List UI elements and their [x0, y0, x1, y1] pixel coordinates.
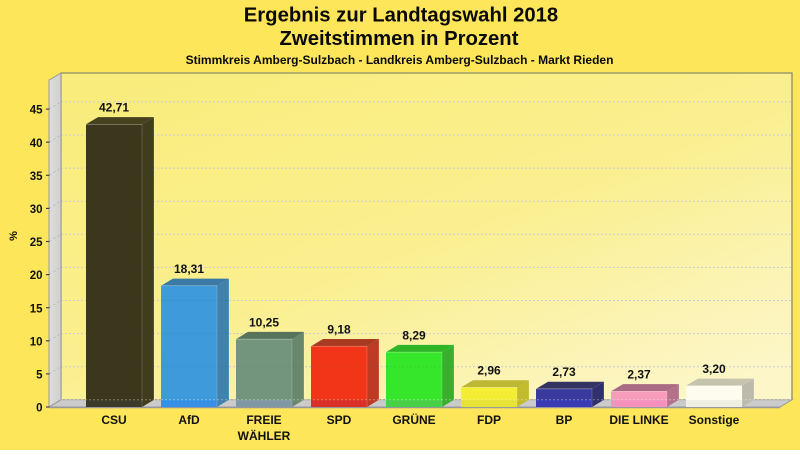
svg-text:BP: BP — [556, 413, 573, 427]
svg-text:5: 5 — [36, 370, 43, 382]
svg-text:Stimmkreis Amberg-Sulzbach - L: Stimmkreis Amberg-Sulzbach - Landkreis A… — [186, 53, 614, 67]
svg-text:45: 45 — [30, 105, 43, 117]
svg-text:WÄHLER: WÄHLER — [238, 428, 291, 443]
svg-text:SPD: SPD — [327, 413, 352, 427]
svg-text:20: 20 — [30, 270, 43, 282]
svg-text:FDP: FDP — [477, 413, 501, 427]
svg-text:9,18: 9,18 — [327, 322, 351, 336]
svg-text:10,25: 10,25 — [249, 315, 279, 329]
svg-text:8,29: 8,29 — [402, 328, 426, 342]
svg-text:30: 30 — [30, 204, 43, 216]
svg-text:Sonstige: Sonstige — [689, 413, 740, 427]
svg-text:2,73: 2,73 — [552, 365, 576, 379]
svg-text:%: % — [8, 231, 20, 241]
svg-text:25: 25 — [30, 237, 43, 249]
svg-text:CSU: CSU — [101, 413, 126, 427]
svg-text:0: 0 — [36, 403, 42, 415]
svg-text:35: 35 — [30, 171, 43, 183]
svg-text:AfD: AfD — [178, 413, 200, 427]
svg-text:2,37: 2,37 — [627, 368, 651, 382]
svg-text:DIE LINKE: DIE LINKE — [609, 413, 668, 427]
svg-text:Zweitstimmen in Prozent: Zweitstimmen in Prozent — [280, 28, 519, 50]
svg-text:Ergebnis zur Landtagswahl 2018: Ergebnis zur Landtagswahl 2018 — [244, 5, 558, 27]
svg-text:42,71: 42,71 — [99, 101, 129, 115]
svg-text:3,20: 3,20 — [702, 362, 726, 376]
svg-text:GRÜNE: GRÜNE — [392, 412, 435, 427]
svg-text:18,31: 18,31 — [174, 262, 204, 276]
svg-text:10: 10 — [30, 336, 43, 348]
svg-text:40: 40 — [30, 138, 43, 150]
svg-text:2,96: 2,96 — [477, 364, 501, 378]
svg-text:FREIE: FREIE — [246, 413, 281, 427]
svg-text:15: 15 — [30, 303, 43, 315]
